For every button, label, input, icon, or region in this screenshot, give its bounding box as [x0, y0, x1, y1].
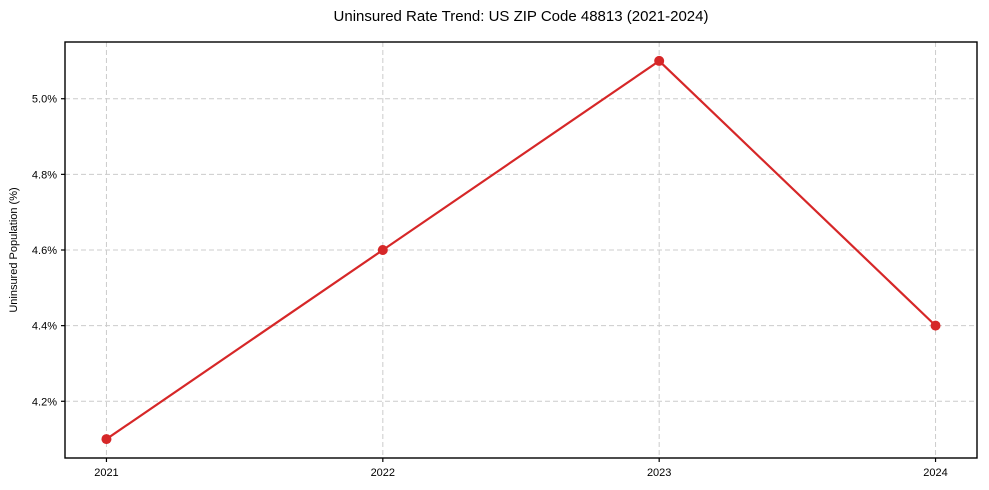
y-tick-label: 4.4% — [32, 321, 57, 333]
data-point — [930, 320, 941, 331]
y-tick-label: 5.0% — [32, 94, 57, 106]
x-tick-label: 2021 — [94, 467, 118, 479]
data-point — [101, 434, 112, 445]
y-tick-label: 4.6% — [32, 245, 57, 257]
data-point — [654, 55, 665, 66]
x-tick-label: 2023 — [647, 467, 671, 479]
chart-title: Uninsured Rate Trend: US ZIP Code 48813 … — [333, 8, 709, 25]
trend-line — [105, 59, 937, 441]
x-tick-label: 2022 — [371, 467, 395, 479]
y-tick-label: 4.8% — [32, 169, 57, 181]
y-tick-label: 4.2% — [32, 396, 57, 408]
data-point — [377, 245, 388, 255]
x-tick-label: 2024 — [923, 467, 947, 479]
